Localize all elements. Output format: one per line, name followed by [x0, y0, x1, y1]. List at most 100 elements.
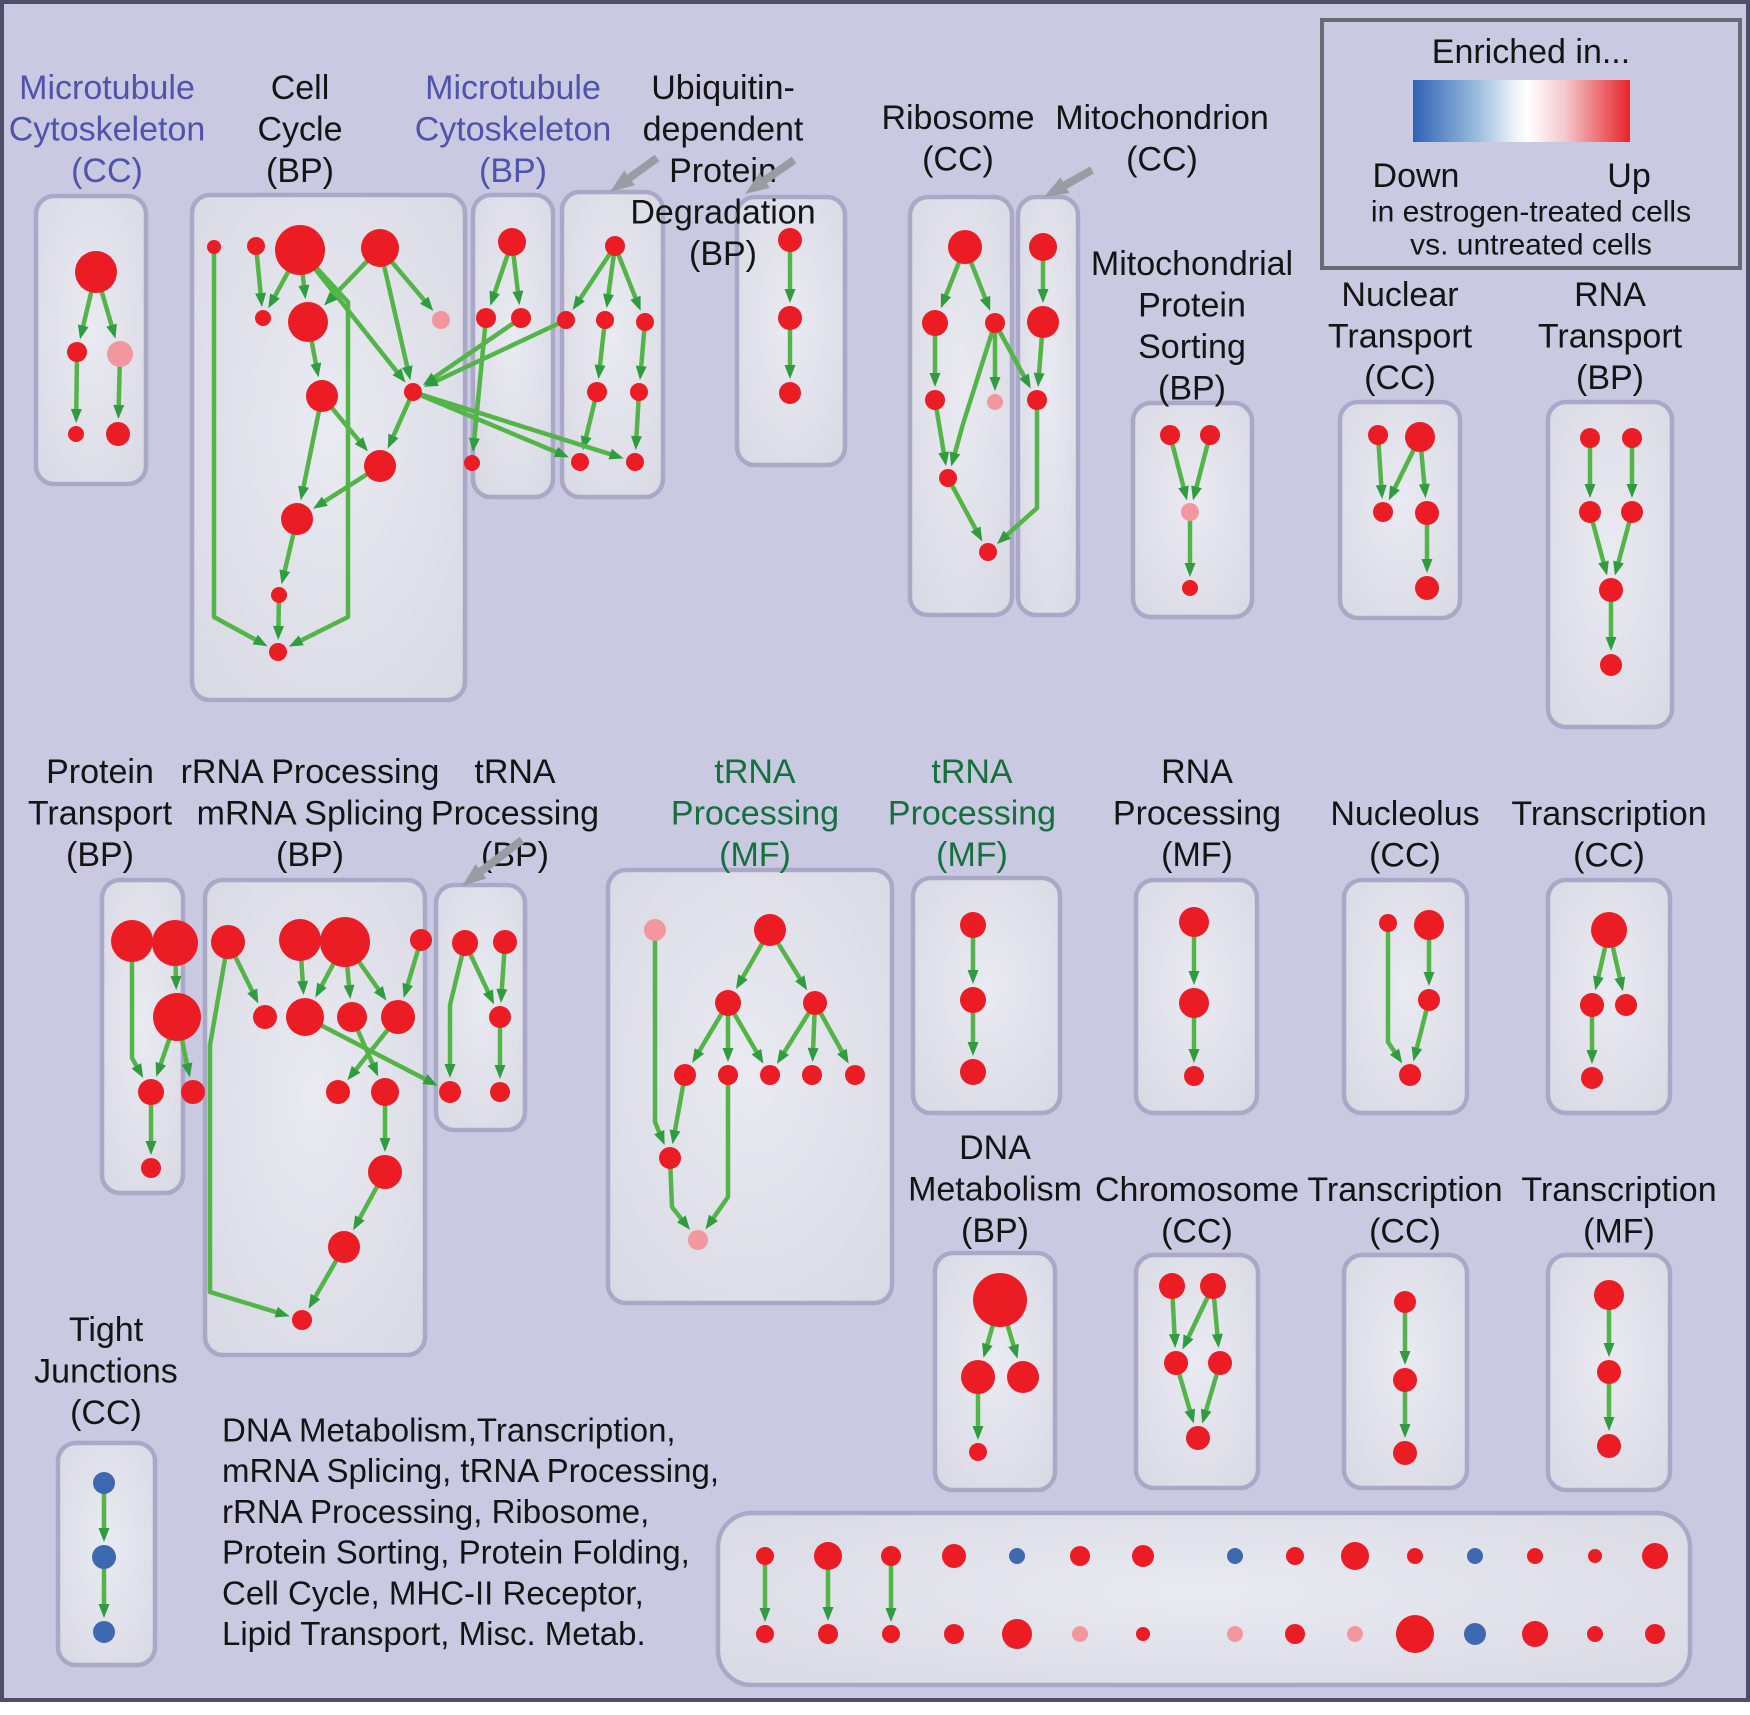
edge-arrowhead	[77, 324, 89, 340]
edge-arrowhead	[392, 368, 406, 383]
go-term-node	[969, 1443, 987, 1461]
go-term-node	[1467, 1548, 1483, 1564]
edge-arrowhead	[837, 1048, 849, 1064]
go-term-node	[1464, 1623, 1486, 1645]
edge-arrowhead	[1598, 560, 1609, 576]
edge-arrowhead	[1584, 484, 1596, 498]
edge-arrowhead	[387, 433, 399, 449]
edge-arrowhead	[106, 323, 117, 339]
edge-arrowhead	[967, 1042, 979, 1056]
edge-arrowhead	[315, 982, 327, 998]
go-term-node	[1414, 910, 1444, 940]
transcription-cc-2-label: (CC)	[1369, 1213, 1441, 1251]
go-term-node	[1341, 1542, 1369, 1570]
go-term-node	[279, 919, 321, 961]
mixed-terms-text-line: Protein Sorting, Protein Folding,	[222, 1534, 690, 1571]
edge-line	[471, 317, 489, 444]
microtubule-cytoskeleton-bp-label: (BP)	[479, 152, 547, 190]
edge-line	[298, 248, 402, 377]
go-term-node	[326, 1080, 350, 1104]
edge-arrowhead	[1182, 1334, 1194, 1350]
go-term-node	[255, 310, 271, 326]
go-term-node	[1181, 503, 1199, 521]
go-term-node	[960, 1059, 986, 1085]
edge-arrowhead	[603, 293, 614, 309]
cell-cycle-bp-label: (BP)	[266, 152, 334, 190]
go-term-node	[152, 920, 198, 966]
rna-processing-mf-label: Processing	[1113, 795, 1281, 833]
go-term-node	[961, 1360, 995, 1394]
chromosome-cc-label: Chromosome	[1095, 1171, 1299, 1209]
transcription-mf-label: (MF)	[1583, 1213, 1655, 1251]
edge-arrowhead	[1586, 1050, 1598, 1064]
go-term-node	[1415, 501, 1439, 525]
transcription-cc-1-label: Transcription	[1511, 795, 1706, 833]
edge-arrowhead	[967, 970, 979, 984]
microtubule-cytoskeleton-bp-label: Cytoskeleton	[415, 111, 612, 149]
trna-processing-mf-2-label: tRNA	[931, 753, 1013, 791]
edge-arrowhead	[1388, 485, 1400, 501]
go-term-node	[754, 914, 786, 946]
edge-arrowhead	[494, 1065, 506, 1079]
go-term-node	[1132, 1545, 1154, 1567]
go-term-node	[715, 990, 741, 1016]
go-term-node	[973, 1273, 1027, 1327]
go-term-nodes	[67, 225, 1668, 1653]
edge-arrowhead	[970, 526, 983, 542]
edge-arrowhead	[1169, 1333, 1180, 1349]
go-term-node	[630, 383, 648, 401]
legend-title: Enriched in...	[1432, 33, 1630, 71]
go-term-node	[1621, 501, 1643, 523]
cell-cycle-bp-label: Cycle	[257, 111, 342, 149]
ubiquitin-degradation-bp-label: dependent	[643, 111, 804, 149]
go-term-node	[1179, 907, 1209, 937]
edge-arrowhead	[272, 625, 284, 641]
edge-arrowhead	[512, 290, 524, 306]
edge-line	[207, 941, 282, 1316]
pointer-arrowhead	[462, 864, 487, 886]
legend-box	[1320, 18, 1742, 270]
go-term-node	[93, 1472, 115, 1494]
go-term-node	[1393, 1368, 1417, 1392]
go-term-node	[1379, 914, 1397, 932]
edge-line	[211, 247, 261, 644]
go-term-node	[1581, 1067, 1603, 1089]
edge-line	[73, 351, 80, 415]
go-term-node	[644, 919, 666, 941]
edge-arrowhead	[155, 1061, 167, 1077]
edge-arrowhead	[722, 1048, 734, 1062]
edge-arrowhead	[1411, 1046, 1423, 1062]
go-term-node	[432, 311, 450, 329]
go-term-node	[942, 1544, 966, 1568]
go-term-node	[306, 380, 338, 412]
go-term-node	[688, 1230, 708, 1250]
ubiquitin-degradation-bp-label: Ubiquitin-	[651, 69, 795, 107]
trna-processing-mf-box-1	[605, 867, 895, 1306]
edge-arrowhead	[70, 408, 82, 424]
edge-arrowhead	[313, 496, 328, 509]
tight-junctions-cc-label: Junctions	[34, 1353, 178, 1391]
go-term-node	[814, 1542, 842, 1570]
mixed-terms-text-line: rRNA Processing, Ribosome,	[222, 1493, 649, 1530]
edge-arrowhead	[98, 1528, 110, 1542]
edge-arrowhead	[759, 1608, 771, 1622]
go-term-node	[1622, 428, 1642, 448]
go-term-node	[1136, 1627, 1150, 1641]
go-term-node	[778, 228, 802, 252]
edge-arrowhead	[308, 1293, 321, 1309]
go-term-node	[1591, 912, 1627, 948]
edge-line	[429, 316, 523, 382]
edge-arrowhead	[572, 295, 585, 310]
go-term-node	[1396, 1615, 1434, 1653]
edge-arrowhead	[1008, 1343, 1019, 1359]
go-term-node	[778, 306, 802, 330]
go-term-node	[111, 920, 153, 962]
go-term-node	[153, 993, 201, 1041]
protein-transport-bp-label: Protein	[46, 753, 154, 791]
edge-arrowhead	[422, 1074, 438, 1086]
go-term-node	[410, 929, 432, 951]
edge-arrows	[70, 240, 1638, 1622]
